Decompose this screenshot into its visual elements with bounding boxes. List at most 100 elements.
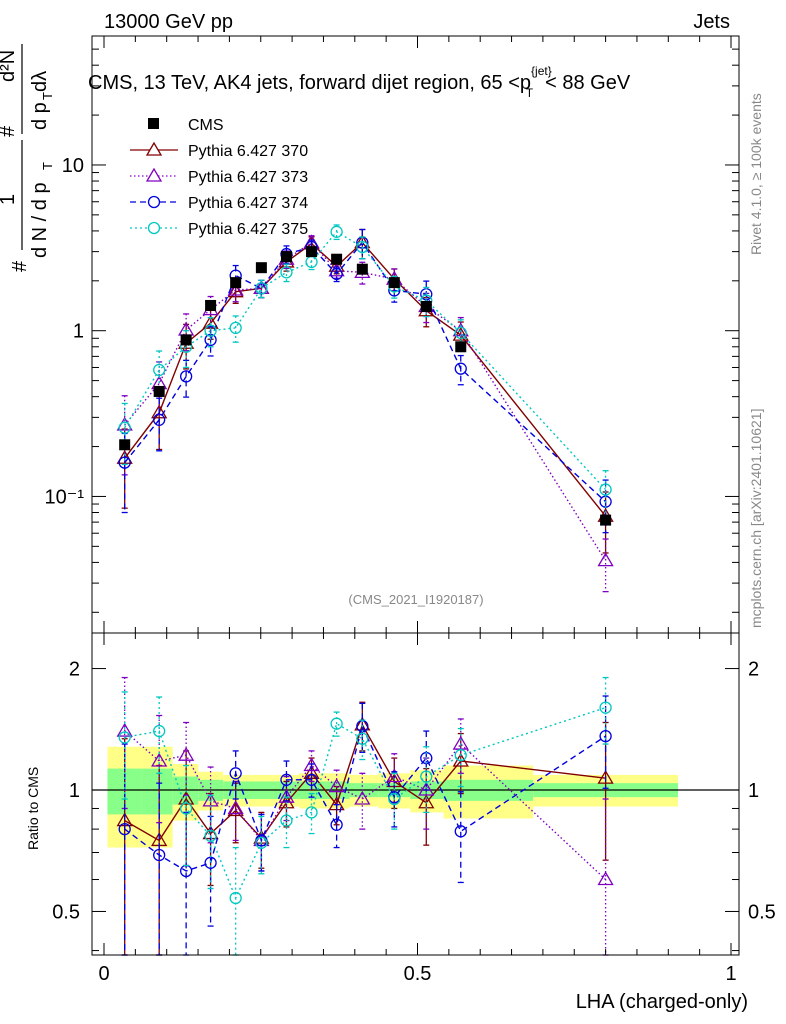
ratio-marker-1 bbox=[386, 768, 403, 783]
ylabel-one: 1 bbox=[0, 194, 19, 205]
ratio-marker-1 bbox=[354, 790, 371, 805]
main-panel-axes: 10 1 10⁻¹ bbox=[45, 35, 739, 633]
ratio-marker-3 bbox=[229, 891, 242, 905]
mcplots-source-label: mcplots.cern.ch [arXiv:2401.10621] bbox=[748, 409, 764, 628]
ratio-marker-3 bbox=[280, 814, 293, 827]
ratio-marker-1 bbox=[227, 800, 244, 815]
main-marker-0 bbox=[151, 404, 168, 419]
main-marker-3 bbox=[153, 363, 166, 377]
chart-title-suffix: < 88 GeV bbox=[545, 72, 631, 94]
ratio-marker-3 bbox=[153, 724, 166, 738]
main-marker-cms bbox=[205, 299, 217, 311]
main-marker-2 bbox=[118, 456, 131, 469]
legend-label-374: Pythia 6.427 374 bbox=[188, 195, 308, 212]
ratio-marker-1 bbox=[116, 722, 133, 737]
main-marker-3 bbox=[204, 324, 217, 337]
ratio-marker-2 bbox=[153, 848, 166, 862]
ratio-panel-frame bbox=[91, 632, 740, 956]
ylabel-dlambda: dλ bbox=[29, 71, 51, 92]
ylabel-denominator-2: d p bbox=[29, 102, 51, 130]
ratio-marker-3 bbox=[204, 829, 217, 842]
main-marker-2 bbox=[330, 267, 343, 281]
ylabel-denominator-1-sub: T bbox=[40, 162, 55, 170]
legend-marker-374 bbox=[147, 195, 161, 209]
main-marker-cms bbox=[280, 251, 292, 263]
main-marker-cms bbox=[153, 385, 165, 397]
ratio-marker-3 bbox=[305, 806, 318, 819]
ratio-y-tick-label-left: 2 bbox=[69, 659, 80, 681]
ratio-marker-1 bbox=[178, 746, 195, 761]
main-marker-2 bbox=[454, 362, 467, 375]
main-marker-3 bbox=[229, 321, 242, 335]
main-marker-3 bbox=[330, 225, 343, 238]
main-marker-3 bbox=[454, 326, 467, 340]
main-y-tick-label: 10⁻¹ bbox=[45, 486, 85, 508]
ratio-marker-3 bbox=[454, 749, 467, 762]
ratio-marker-2 bbox=[229, 767, 242, 780]
category-label: Jets bbox=[693, 11, 730, 33]
main-panel-series bbox=[116, 224, 614, 593]
main-y-tick-label: 1 bbox=[73, 321, 84, 343]
main-marker-cms bbox=[600, 514, 612, 526]
x-axis-label: LHA (charged-only) bbox=[576, 991, 748, 1013]
main-marker-cms bbox=[455, 341, 467, 353]
main-panel: 10 1 10⁻¹ CMS, 13 TeV, AK4 jets, forward d… bbox=[0, 35, 740, 634]
chart-title: CMS, 13 TeV, AK4 jets, forward dijet reg… bbox=[88, 64, 631, 100]
ratio-marker-1 bbox=[328, 778, 345, 793]
ratio-marker-2 bbox=[454, 825, 467, 838]
ratio-panel-series bbox=[116, 676, 614, 956]
main-marker-cms bbox=[306, 246, 318, 258]
main-marker-cms bbox=[331, 253, 343, 265]
legend-label-370: Pythia 6.427 370 bbox=[188, 143, 308, 160]
x-tick-label: 0.5 bbox=[404, 963, 432, 985]
legend-marker-375 bbox=[147, 221, 161, 235]
ratio-marker-2 bbox=[305, 773, 318, 786]
main-marker-3 bbox=[599, 483, 612, 496]
ratio-marker-2 bbox=[599, 729, 612, 743]
ratio-marker-1 bbox=[597, 871, 614, 886]
ratio-marker-1 bbox=[151, 752, 168, 767]
ratio-series-line-2 bbox=[124, 724, 606, 872]
ratio-y-tick-label-right: 2 bbox=[748, 659, 759, 681]
ratio-marker-2 bbox=[118, 822, 131, 836]
energy-label: 13000 GeV pp bbox=[104, 11, 233, 33]
ratio-band-inner bbox=[141, 768, 173, 815]
main-marker-cms bbox=[420, 300, 432, 312]
main-marker-cms bbox=[119, 439, 131, 451]
ylabel-denominator-1: d N / d p bbox=[29, 182, 51, 258]
main-marker-cms bbox=[255, 262, 267, 274]
ratio-marker-1 bbox=[418, 781, 435, 796]
ratio-marker-2 bbox=[330, 818, 343, 831]
main-y-axis-label: # 1 d N / d p T # d²N d p T dλ bbox=[0, 44, 55, 272]
main-marker-cms bbox=[356, 263, 368, 275]
chart-title-pt: p bbox=[520, 72, 531, 94]
ylabel-hash-1: # bbox=[9, 260, 31, 272]
main-marker-3 bbox=[356, 240, 369, 254]
legend-label-373: Pythia 6.427 373 bbox=[188, 169, 308, 186]
ratio-y-axis-label: Ratio to CMS bbox=[25, 767, 41, 850]
main-marker-cms bbox=[388, 277, 400, 289]
main-series-line-2 bbox=[124, 241, 607, 503]
chart-title-pt-sup: {jet} bbox=[531, 64, 552, 78]
main-marker-cms bbox=[230, 277, 242, 289]
legend-marker-cms bbox=[148, 118, 159, 129]
legend-label-375: Pythia 6.427 375 bbox=[188, 221, 308, 238]
main-marker-1 bbox=[597, 552, 614, 567]
legend: CMS Pythia 6.427 370 Pythia 6.427 373 Py… bbox=[130, 117, 308, 238]
analysis-tag: (CMS_2021_I1920187) bbox=[348, 592, 483, 607]
ratio-marker-0 bbox=[354, 716, 371, 731]
ratio-marker-1 bbox=[303, 757, 320, 772]
main-marker-0 bbox=[116, 449, 133, 464]
legend-marker-370 bbox=[145, 141, 163, 156]
ratio-marker-2 bbox=[280, 773, 293, 786]
chart-title-pt-sub: T bbox=[526, 86, 534, 100]
ratio-panel: 0 0.5 1 2 2 1 1 0.5 0.5 Ratio to CMS bbox=[25, 632, 776, 985]
legend-label-cms: CMS bbox=[188, 117, 224, 134]
x-tick-label: 1 bbox=[725, 963, 736, 985]
chart-title-prefix: CMS, 13 TeV, AK4 jets, forward dijet reg… bbox=[88, 72, 520, 94]
main-marker-3 bbox=[118, 421, 131, 434]
ratio-marker-3 bbox=[330, 717, 343, 730]
ratio-y-tick-label-left: 1 bbox=[69, 780, 80, 802]
main-marker-2 bbox=[179, 370, 193, 383]
ratio-panel-axes: 0 0.5 1 2 2 1 1 0.5 0.5 bbox=[52, 633, 776, 985]
